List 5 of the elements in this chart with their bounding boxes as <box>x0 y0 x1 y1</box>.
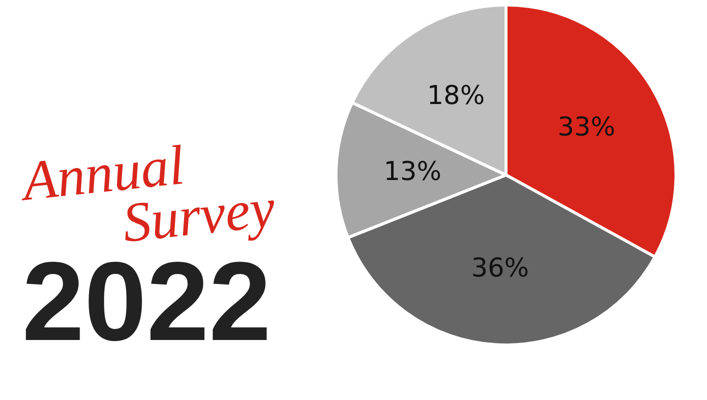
data-label: 36% <box>471 253 530 284</box>
data-label: 18% <box>427 81 485 112</box>
text: Annual Survey <box>16 134 278 255</box>
data-label: 33% <box>558 112 616 142</box>
data-label: 13% <box>384 157 442 188</box>
